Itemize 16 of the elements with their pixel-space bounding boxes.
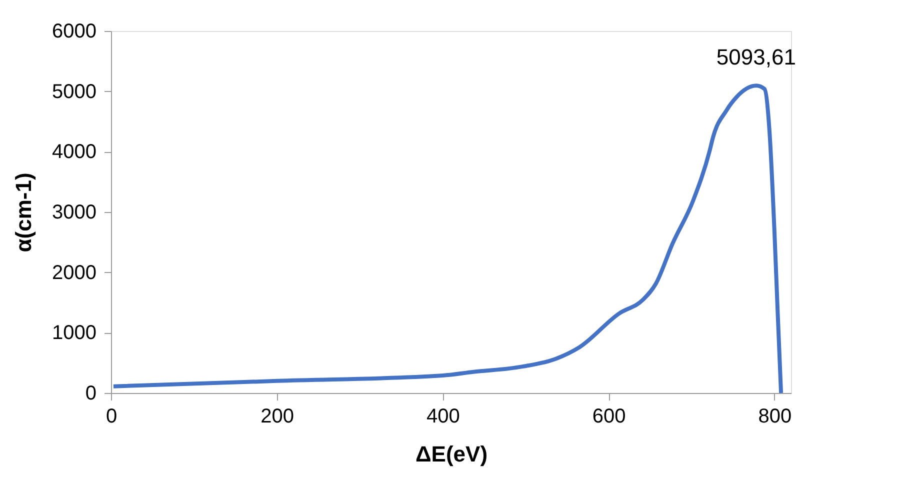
x-axis-title: ΔE(eV): [415, 442, 488, 466]
x-tick-label: 200: [260, 406, 294, 428]
y-tick-label: 5000: [52, 80, 96, 103]
y-tick-label: 0: [85, 382, 96, 404]
y-tick-label: 3000: [52, 202, 96, 224]
x-tick-label: 400: [426, 406, 460, 428]
annotation: 5093,61: [716, 44, 796, 70]
y-tick-label: 2000: [52, 262, 96, 284]
y-tick-label: 4000: [52, 141, 96, 164]
y-axis-title: α(cm-1): [11, 172, 36, 252]
line-series: [111, 84, 784, 393]
x-tick-label: 800: [758, 406, 792, 428]
x-tick-label: 0: [106, 406, 118, 428]
y-tick-label: 1000: [52, 322, 96, 344]
y-tick-label: 6000: [52, 20, 96, 42]
x-tick-label: 600: [592, 406, 626, 428]
